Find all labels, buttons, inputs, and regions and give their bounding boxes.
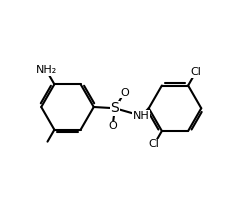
Text: S: S	[110, 101, 120, 115]
Text: Cl: Cl	[149, 139, 160, 149]
Text: NH: NH	[133, 111, 150, 121]
Text: O: O	[108, 121, 117, 131]
Text: O: O	[120, 88, 129, 98]
Text: Cl: Cl	[190, 67, 201, 77]
Text: NH₂: NH₂	[36, 65, 57, 75]
